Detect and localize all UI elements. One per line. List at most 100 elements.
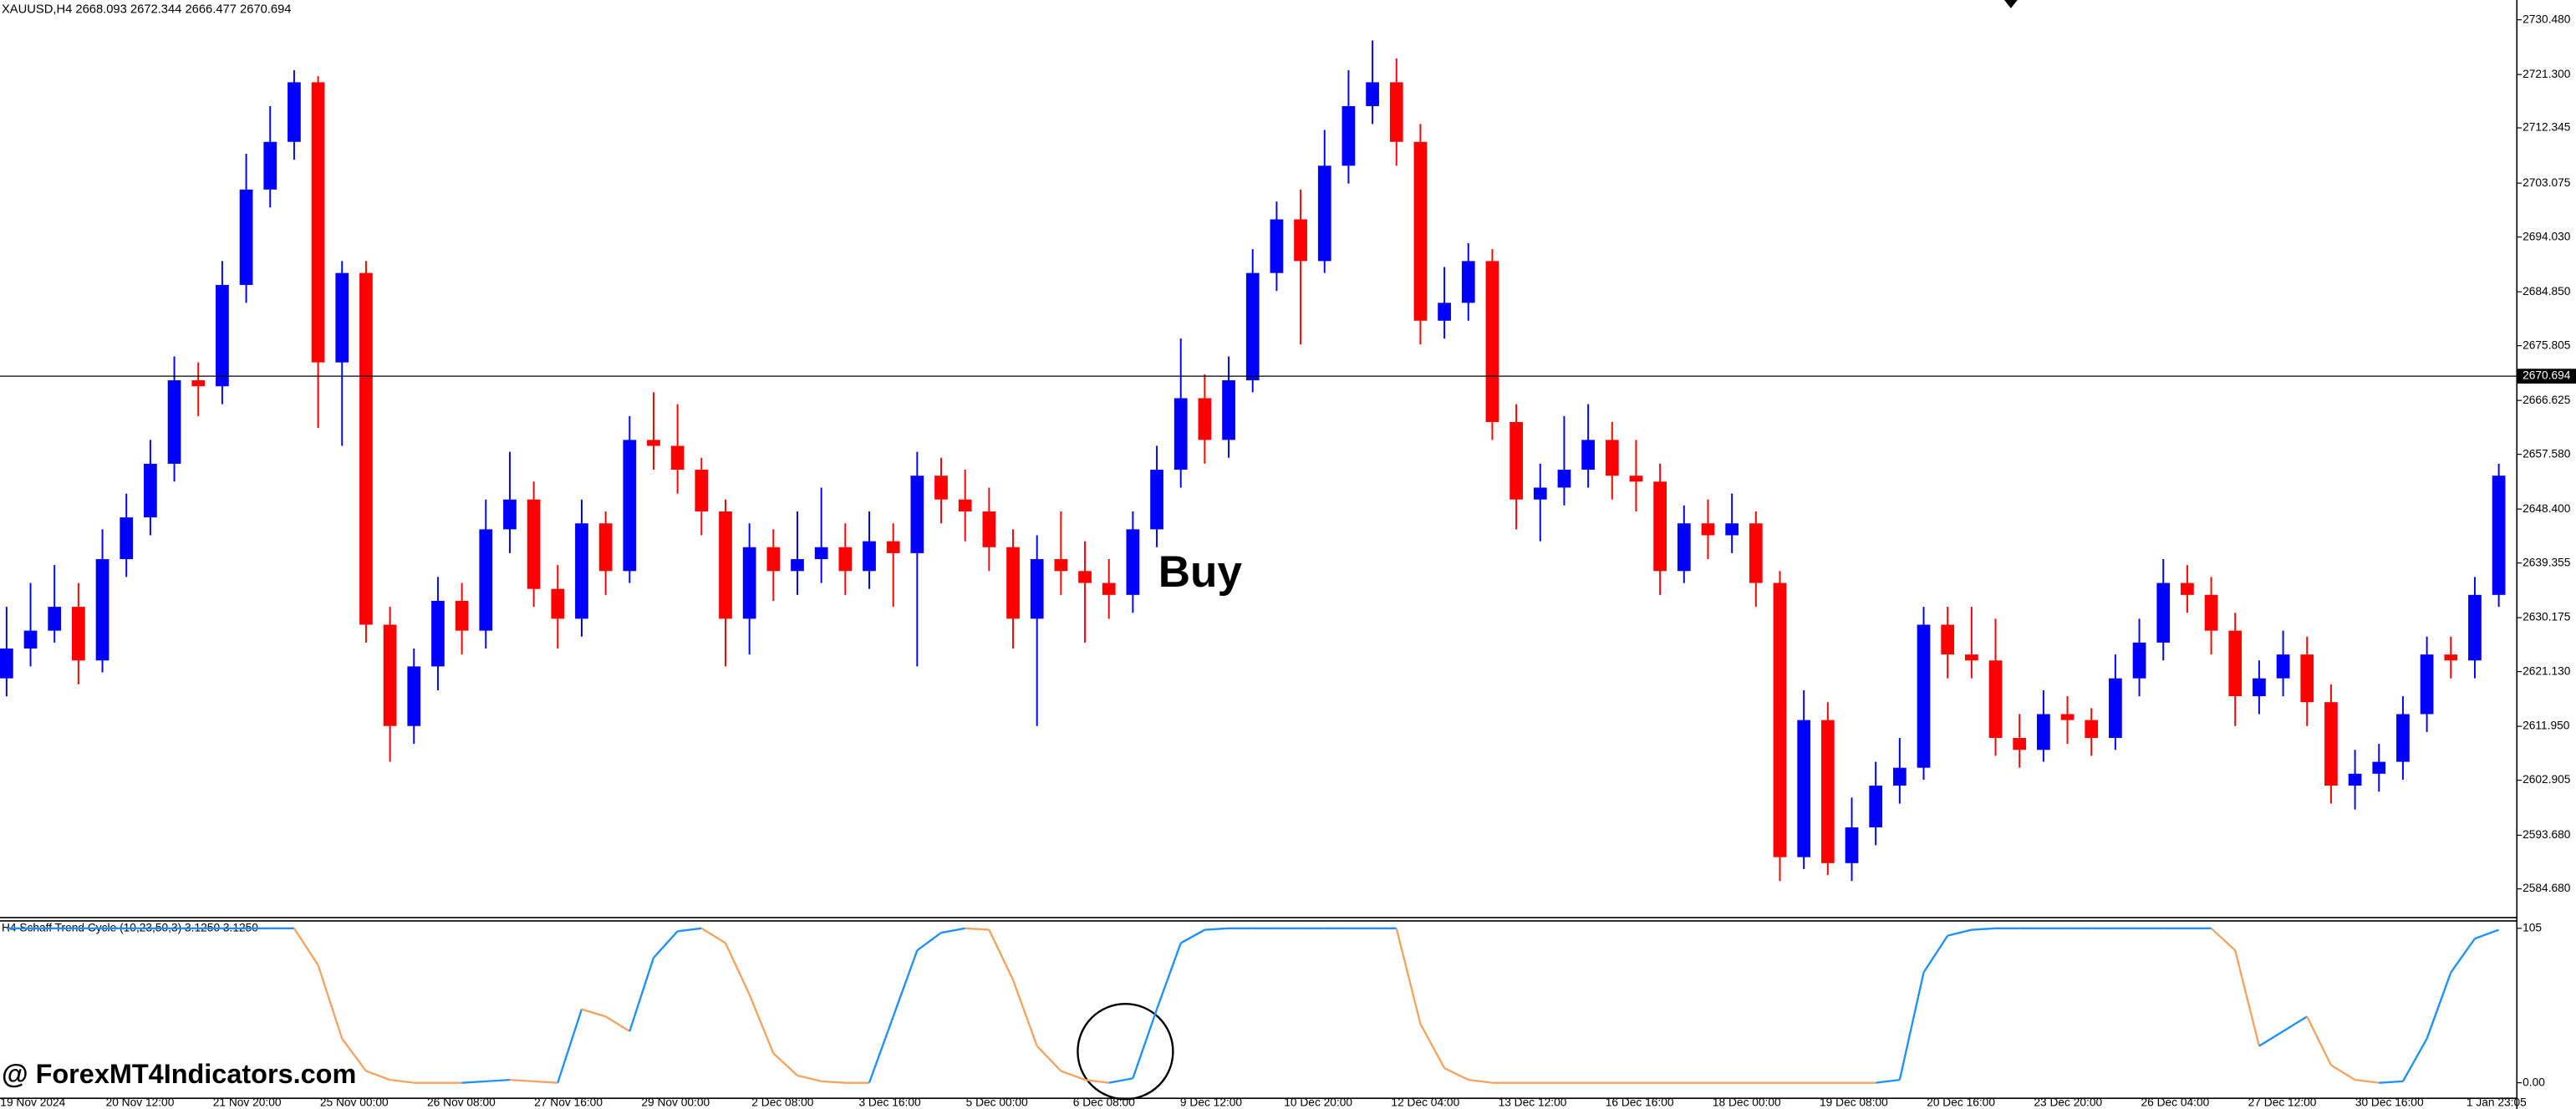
- indicator-line: [2282, 1015, 2308, 1033]
- candle-body: [359, 272, 373, 625]
- candle-body: [1677, 523, 1691, 572]
- candle-body: [934, 476, 948, 500]
- candle-body: [1389, 82, 1403, 142]
- candle-body: [1917, 624, 1931, 768]
- buy-annotation: Buy: [1158, 547, 1243, 597]
- candle-body: [191, 380, 206, 387]
- candle-body: [0, 649, 13, 679]
- candle-body: [1892, 767, 1907, 786]
- candle-body: [1557, 470, 1571, 488]
- candle-body: [1222, 380, 1235, 440]
- indicator-line: [748, 994, 775, 1054]
- candle-body: [2013, 738, 2027, 750]
- indicator-line: [2330, 1064, 2356, 1081]
- candle-body: [1605, 440, 1619, 476]
- x-tick-label: 19 Dec 08:00: [1820, 1096, 1888, 1109]
- y-tick-label: 2721.300: [2523, 68, 2571, 80]
- candle-body: [1941, 624, 1955, 655]
- candle-body: [120, 517, 134, 560]
- candle-body: [886, 541, 900, 553]
- candle-body: [2253, 678, 2266, 697]
- y-tick-label: 2602.905: [2523, 773, 2571, 786]
- y-tick-label: 2648.400: [2523, 502, 2571, 515]
- y-tick-label: 2639.355: [2523, 556, 2571, 568]
- candle-body: [1366, 82, 1379, 106]
- candle-body: [383, 624, 397, 726]
- x-tick-label: 19 Nov 2024: [0, 1096, 65, 1109]
- indicator-line: [1011, 979, 1038, 1047]
- indicator-line: [797, 1074, 822, 1083]
- candle-body: [1413, 141, 1428, 321]
- indicator-line: [389, 1078, 415, 1084]
- y-tick-label: 2694.030: [2523, 230, 2571, 242]
- candle-body: [2444, 654, 2458, 661]
- candle-body: [695, 470, 709, 511]
- indicator-line: [868, 1016, 894, 1084]
- x-tick-label: 3 Dec 16:00: [858, 1096, 920, 1109]
- indicator-line: [486, 1078, 511, 1083]
- indicator-line: [700, 927, 726, 944]
- indicator-line: [1468, 1078, 1493, 1084]
- indicator-line: [605, 1015, 630, 1033]
- candle-body: [1725, 523, 1739, 536]
- candle-body: [1773, 582, 1787, 857]
- indicator-line: [724, 942, 751, 995]
- y-tick-label: 2657.580: [2523, 447, 2571, 460]
- candle-body: [1988, 660, 2003, 739]
- candle-body: [479, 529, 493, 631]
- y-tick-label: 2630.175: [2523, 611, 2571, 623]
- indicator-line: [365, 1070, 391, 1081]
- candle-body: [1198, 398, 1212, 440]
- candle-body: [1845, 827, 1859, 863]
- current-price-box: [2517, 369, 2576, 384]
- candle-body: [1078, 571, 1092, 583]
- candle-body: [742, 547, 756, 619]
- y-tick-label: 105: [2523, 921, 2542, 933]
- candle-body: [1126, 529, 1140, 595]
- candle-body: [670, 445, 685, 471]
- candle-body: [1797, 720, 1811, 857]
- x-tick-label: 26 Dec 04:00: [2141, 1096, 2210, 1109]
- candle-body: [1270, 219, 1284, 273]
- indicator-line: [1971, 927, 1996, 931]
- candle-body: [2181, 582, 2194, 595]
- x-tick-label: 1 Jan 23:05: [2467, 1096, 2527, 1109]
- candle-body: [431, 600, 445, 667]
- indicator-line: [940, 927, 965, 934]
- indicator-line: [1204, 927, 1229, 931]
- indicator-line: [1060, 1070, 1086, 1081]
- indicator-line: [2306, 1015, 2332, 1066]
- candle-body: [1030, 559, 1044, 619]
- indicator-line: [1155, 943, 1182, 1010]
- indicator-line: [892, 949, 919, 1017]
- candle-body: [1653, 481, 1667, 572]
- y-tick-label: 2703.075: [2523, 176, 2571, 189]
- candle-body: [2037, 714, 2050, 750]
- indicator-line: [2379, 1080, 2404, 1084]
- candle-body: [863, 541, 876, 572]
- indicator-line: [1084, 1078, 1109, 1084]
- candle-body: [335, 272, 349, 363]
- y-tick-label: 2621.130: [2523, 664, 2571, 677]
- x-tick-label: 6 Dec 08:00: [1073, 1096, 1135, 1109]
- candle-body: [1245, 272, 1260, 381]
- x-tick-label: 9 Dec 12:00: [1180, 1096, 1242, 1109]
- indicator-line: [821, 1080, 846, 1084]
- candle-body: [1509, 421, 1523, 500]
- y-tick-label: 2730.480: [2523, 13, 2571, 25]
- candle-body: [1294, 219, 1307, 262]
- x-tick-label: 23 Dec 20:00: [2034, 1096, 2102, 1109]
- candle-body: [2468, 594, 2482, 661]
- indicator-line: [2450, 938, 2476, 974]
- candle-body: [814, 547, 828, 560]
- candle-body: [2228, 630, 2243, 697]
- candle-body: [982, 511, 996, 547]
- candle-body: [2109, 678, 2122, 739]
- x-tick-label: 2 Dec 08:00: [751, 1096, 813, 1109]
- candle-body: [2396, 714, 2410, 762]
- candle-body: [1054, 559, 1068, 572]
- indicator-line: [533, 1080, 558, 1084]
- indicator-line: [2426, 972, 2452, 1040]
- candle-body: [1173, 398, 1188, 471]
